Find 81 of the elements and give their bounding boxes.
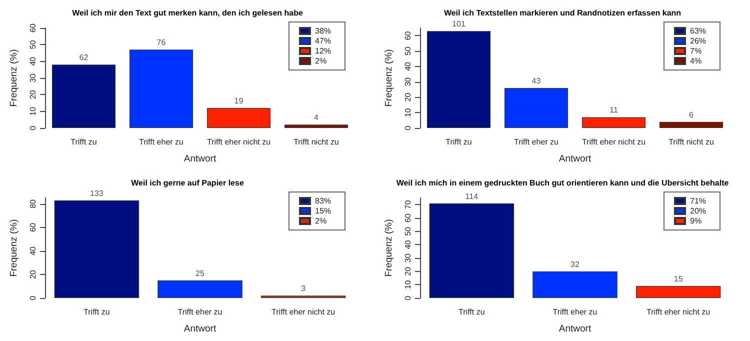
y-tick-label: 0 [28, 125, 38, 130]
y-tick-label: 20 [404, 92, 412, 102]
x-tick-label: Trifft eher nicht zu [646, 308, 710, 316]
y-tick-label: 60 [28, 23, 38, 32]
y-tick-label: 0 [28, 295, 38, 300]
y-tick-label: 80 [28, 198, 38, 208]
y-tick-label: 0 [404, 295, 412, 300]
legend-label: 63% [690, 26, 706, 36]
annotation: 6 [689, 110, 694, 120]
y-axis-title: Frequenz (%) [384, 219, 394, 277]
annotation: 32 [570, 260, 580, 269]
annotation: 15 [674, 274, 684, 284]
legend-label: 15% [314, 206, 332, 216]
chart-title: Weil ich Textstellen markieren und Randnotizen erfassen kann [444, 8, 682, 18]
legend-label: 83% [314, 196, 332, 206]
annotation: 43 [532, 76, 542, 86]
x-tick-label: Trifft zu [446, 138, 472, 146]
annotation: 19 [234, 96, 244, 106]
y-tick-label: 20 [28, 269, 38, 279]
legend-label: 9% [690, 216, 702, 226]
y-tick-label: 60 [404, 30, 412, 40]
y-axis-title: Frequenz (%) [384, 49, 394, 107]
x-axis-title: Antwort [558, 154, 592, 164]
x-tick-label: Trifft eher zu [178, 308, 222, 316]
legend-label: 71% [690, 196, 706, 206]
chart-title: Weil ich mir den Text gut merken kann, den ich gelesen habe [72, 8, 304, 18]
x-tick-label: Trifft eher zu [552, 308, 598, 316]
x-tick-label: Trifft nicht zu [668, 138, 714, 146]
y-tick-label: 10 [404, 108, 412, 118]
annotation: 11 [610, 106, 618, 115]
annotation: 101 [452, 20, 466, 29]
y-tick-label: 10 [404, 280, 412, 290]
x-tick-label: Trifft zu [70, 138, 97, 146]
chart-title: Weil ich gerne auf Papier lese [131, 178, 244, 188]
y-tick-label: 40 [404, 61, 412, 71]
x-tick-label: Trifft eher zu [139, 138, 184, 146]
legend-label: 2% [314, 216, 327, 226]
x-tick-label: Trifft eher zu [514, 138, 558, 146]
legend-label: 4% [690, 56, 702, 66]
y-tick-label: 10 [28, 106, 38, 116]
y-tick-label: 30 [404, 253, 412, 262]
y-tick-label: 60 [404, 213, 412, 222]
annotation: 4 [314, 113, 320, 122]
annotation: 114 [465, 192, 479, 201]
x-tick-label: Trifft eher nicht zu [206, 138, 271, 146]
legend-label: 12% [314, 46, 332, 56]
y-tick-label: 0 [404, 125, 412, 130]
x-tick-label: Trifft nicht zu [294, 138, 339, 146]
chart-title: Weil ich mich in einem gedruckten Buch gut orientieren kann und die Ubersicht behalte [396, 178, 730, 188]
y-tick-label: 50 [28, 40, 38, 50]
annotation: 25 [196, 268, 205, 278]
y-tick-label: 20 [28, 90, 38, 100]
legend-label: 20% [690, 206, 706, 216]
legend-label: 47% [314, 36, 332, 46]
annotation: 76 [156, 38, 166, 48]
x-tick-label: Trifft eher nicht zu [582, 138, 646, 146]
legend-label: 7% [690, 46, 702, 56]
y-axis-title: Frequenz (%) [8, 219, 20, 277]
y-tick-label: 30 [404, 76, 412, 86]
x-tick-label: Trifft zu [84, 308, 110, 316]
legend-label: 26% [690, 36, 706, 46]
y-tick-label: 40 [404, 240, 412, 250]
y-tick-label: 40 [28, 56, 38, 66]
y-tick-label: 40 [28, 246, 38, 256]
y-tick-label: 60 [28, 222, 38, 232]
x-tick-label: Trifft zu [458, 308, 485, 316]
y-tick-label: 20 [404, 266, 412, 276]
y-tick-label: 50 [404, 46, 412, 56]
x-axis-title: Antwort [184, 324, 216, 334]
y-tick-label: 70 [404, 200, 412, 210]
legend-label: 38% [314, 26, 332, 36]
annotation: 62 [79, 53, 89, 62]
legend-label: 2% [314, 56, 327, 66]
annotation: 133 [90, 188, 104, 198]
y-axis-title: Frequenz (%) [8, 49, 20, 107]
x-tick-label: Trifft eher nicht zu [272, 308, 336, 316]
x-axis-title: Antwort [558, 324, 592, 334]
annotation: 3 [301, 284, 306, 294]
x-axis-title: Antwort [184, 154, 216, 164]
y-tick-label: 50 [404, 226, 412, 236]
y-tick-label: 30 [28, 73, 38, 82]
